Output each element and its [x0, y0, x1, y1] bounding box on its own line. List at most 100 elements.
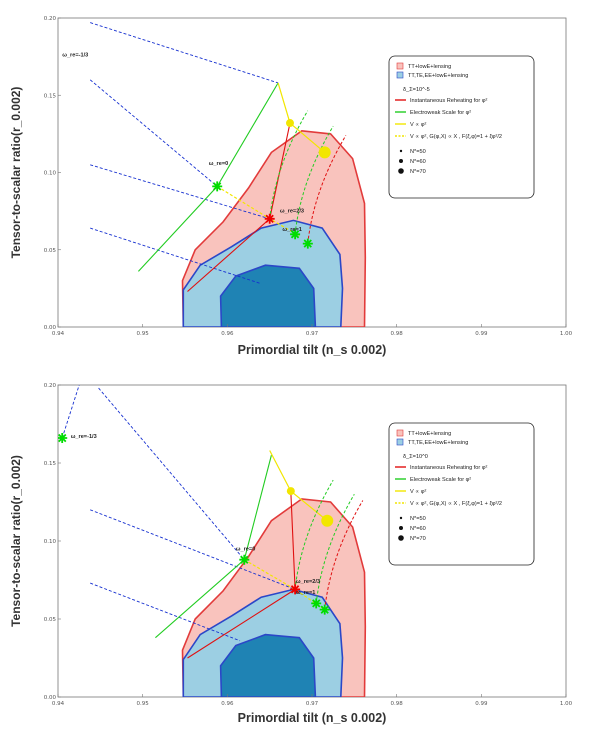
reheating-guide-0 — [294, 479, 334, 590]
wre-label-3: ω_re=1 — [296, 590, 316, 596]
x-tick-label: 0.95 — [137, 701, 150, 707]
legend-line-label: Electroweak Scale for φ² — [410, 477, 471, 483]
x-tick-label: 0.99 — [475, 331, 488, 337]
legend-box — [388, 55, 535, 199]
series-line-0 — [61, 385, 80, 439]
plot-area — [89, 22, 367, 327]
legend-line-label: V ∝ φ² — [410, 489, 426, 495]
legend-region-label: TT+lowE+lensing — [408, 431, 451, 437]
series-line-1 — [89, 79, 218, 187]
x-tick-label: 0.97 — [306, 331, 319, 337]
reheating-guide-1 — [294, 125, 334, 235]
legend-param-label: δ_Σ=10^0 — [403, 454, 428, 460]
x-tick-label: 0.94 — [52, 701, 65, 707]
y-axis-label: Tensor-to-scalar ratio(r_0.002) — [9, 455, 23, 627]
reheating-guide-0 — [269, 110, 309, 219]
series-line-2 — [90, 164, 270, 220]
contour-tt-te-ee-inner — [219, 633, 317, 697]
star-marker-1 — [239, 554, 250, 565]
series-line-1 — [98, 387, 245, 560]
reheating-guide-2 — [307, 135, 347, 244]
wre-label-3: ω_re=1 — [282, 227, 302, 233]
legend-swatch-region — [396, 429, 404, 437]
marker-point-1 — [318, 146, 331, 159]
y-tick-label: 0.05 — [44, 617, 57, 623]
x-tick-label: 0.97 — [306, 701, 319, 707]
star-marker-2 — [290, 229, 301, 240]
star-marker-1 — [264, 213, 275, 224]
wre-label-2: ω_re=2/3 — [280, 209, 304, 215]
wre-label-0: ω_re=-1/3 — [62, 53, 88, 59]
y-tick-label: 0.15 — [44, 461, 57, 467]
y-tick-label: 0.10 — [44, 171, 57, 177]
x-tick-label: 1.00 — [560, 701, 573, 707]
star-marker-3 — [311, 598, 322, 609]
star-marker-2 — [290, 584, 301, 595]
legend-line-label: Electroweak Scale for φ² — [410, 110, 471, 116]
y-tick-label: 0.20 — [44, 383, 57, 389]
y-tick-label: 0.10 — [44, 539, 57, 545]
legend-marker-label: N*=70 — [410, 169, 426, 175]
legend-region-label: TT,TE,EE+lowE+lensing — [408, 440, 468, 446]
legend-marker-label: N*=50 — [410, 149, 426, 155]
legend: TT+lowE+lensing TT,TE,EE+lowE+lensing δ_Σ=… — [388, 55, 535, 199]
y-tick-label: 0.05 — [44, 248, 57, 254]
y-tick-label: 0.00 — [44, 695, 57, 701]
x-tick-label: 1.00 — [560, 331, 573, 337]
legend-marker-swatch — [399, 159, 403, 163]
star-marker-4 — [319, 604, 330, 615]
series-line-2 — [90, 509, 296, 590]
legend-line-label: V ∝ φ², G(φ,X) ∝ X , F(ξ,φ)=1 + ξφ²/2 — [410, 134, 502, 140]
x-axis-label: Primordial tilt (n_s 0.002) — [238, 343, 387, 357]
legend-swatch-region — [396, 71, 404, 79]
plot-area — [58, 385, 367, 697]
contour-tt-te-ee-inner — [219, 264, 317, 327]
legend-marker-swatch — [398, 535, 404, 541]
chart-panel-bottom: ω_re=-1/3 ω_re=0 ω_re=2/3 ω_re=1 0.94 0.95 0.9… — [9, 383, 573, 725]
legend-region-label: TT+lowE+lensing — [408, 64, 451, 70]
x-tick-label: 0.98 — [391, 701, 404, 707]
y-tick-label: 0.20 — [44, 16, 57, 22]
legend-param-label: δ_Σ=10^-5 — [403, 87, 430, 93]
x-tick-label: 0.94 — [52, 331, 65, 337]
chart-panel-top: ω_re=-1/3 ω_re=0 ω_re=2/3 ω_re=1 0.94 0.95 0.9… — [9, 16, 573, 357]
marker-point-1 — [321, 514, 334, 527]
legend-line-label: Instantaneous Reheating for φ² — [410, 98, 487, 104]
legend-line-label: V ∝ φ² — [410, 122, 426, 128]
wre-label-1: ω_re=0 — [236, 546, 256, 552]
legend: TT+lowE+lensing TT,TE,EE+lowE+lensing δ_Σ=… — [388, 422, 535, 566]
legend-marker-label: N*=50 — [410, 516, 426, 522]
wre-label-0: ω_re=-1/3 — [71, 434, 97, 440]
legend-marker-label: N*=70 — [410, 536, 426, 542]
legend-swatch-region — [396, 438, 404, 446]
wre-label-1: ω_re=0 — [209, 161, 229, 167]
marker-point-0 — [286, 487, 295, 496]
legend-marker-swatch — [399, 526, 403, 530]
legend-line-label: V ∝ φ², G(φ,X) ∝ X , F(ξ,φ)=1 + ξφ²/2 — [410, 501, 502, 507]
star-marker-0 — [58, 433, 68, 443]
legend-marker-swatch — [399, 516, 403, 520]
x-tick-label: 0.99 — [475, 701, 488, 707]
legend-marker-swatch — [399, 149, 403, 153]
x-tick-label: 0.95 — [137, 331, 150, 337]
legend-region-label: TT,TE,EE+lowE+lensing — [408, 73, 468, 79]
legend-marker-swatch — [398, 168, 404, 174]
legend-marker-label: N*=60 — [410, 526, 426, 532]
marker-point-0 — [285, 119, 294, 128]
y-axis-label: Tensor-to-scalar ratio(r_0.002) — [9, 87, 23, 259]
series-line-3 — [90, 582, 241, 642]
y-tick-label: 0.15 — [44, 93, 57, 99]
legend-marker-label: N*=60 — [410, 159, 426, 165]
x-axis-label: Primordial tilt (n_s 0.002) — [238, 711, 387, 725]
legend-swatch-region — [396, 62, 404, 70]
wre-label-2: ω_re=2/3 — [296, 579, 320, 585]
x-tick-label: 0.96 — [221, 701, 234, 707]
y-tick-label: 0.00 — [44, 325, 57, 331]
star-marker-0 — [212, 181, 223, 192]
x-tick-label: 0.96 — [221, 331, 234, 337]
reheating-guide-1 — [315, 493, 355, 604]
reheating-guide-2 — [324, 500, 364, 610]
star-marker-3 — [302, 238, 313, 249]
legend-line-label: Instantaneous Reheating for φ² — [410, 465, 487, 471]
